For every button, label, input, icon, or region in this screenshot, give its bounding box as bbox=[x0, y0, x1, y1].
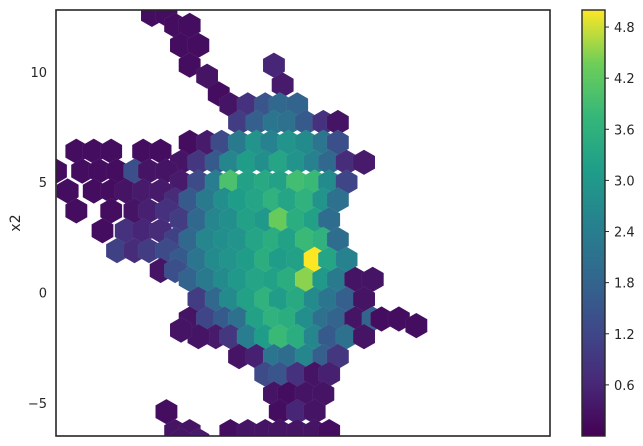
hexbin-cell bbox=[387, 306, 411, 332]
colorbar-tick-label: 3.0 bbox=[614, 174, 635, 189]
colorbar-frame bbox=[581, 9, 606, 437]
hexbin-cell bbox=[352, 323, 376, 350]
colorbar-tick-label: 2.4 bbox=[614, 226, 635, 241]
hexbin-cell bbox=[65, 197, 88, 224]
hexbin-cell bbox=[169, 427, 193, 436]
y-axis-label: x2 bbox=[8, 214, 24, 231]
colorbar-tick-label: 3.6 bbox=[614, 123, 635, 138]
plot-area bbox=[55, 9, 551, 437]
colorbar-tick-label: 0.6 bbox=[614, 379, 635, 394]
colorbar-tick-label: 4.2 bbox=[614, 72, 635, 87]
hexbin-cells bbox=[56, 10, 428, 436]
hexbin-cell bbox=[195, 63, 219, 90]
hexbin-cell bbox=[56, 158, 68, 185]
colorbar: 0.6 1.2 1.8 2.4 3.0 3.6 4.2 4.8 bbox=[581, 9, 635, 437]
hexbin-cell bbox=[405, 312, 428, 339]
y-tick-label: 10 bbox=[30, 66, 47, 81]
hexbin-cell bbox=[352, 149, 376, 176]
colorbar-ticks: 0.6 1.2 1.8 2.4 3.0 3.6 4.2 4.8 bbox=[605, 21, 635, 394]
hexbin-cell bbox=[169, 317, 193, 343]
y-tick-label: −5 bbox=[28, 397, 47, 412]
plot-frame bbox=[55, 9, 551, 437]
colorbar-tick-label: 1.2 bbox=[614, 328, 635, 343]
colorbar-tick-label: 4.8 bbox=[614, 21, 635, 36]
colorbar-gradient bbox=[582, 10, 605, 436]
hexbin-cell bbox=[178, 52, 201, 79]
colorbar-tick-label: 1.8 bbox=[614, 277, 635, 292]
hexbin-cell bbox=[91, 217, 114, 244]
y-tick-label: 0 bbox=[39, 287, 47, 302]
y-axis: −5 0 5 10 bbox=[28, 66, 47, 412]
hexbin-cell bbox=[317, 418, 341, 436]
y-tick-label: 5 bbox=[39, 176, 47, 191]
